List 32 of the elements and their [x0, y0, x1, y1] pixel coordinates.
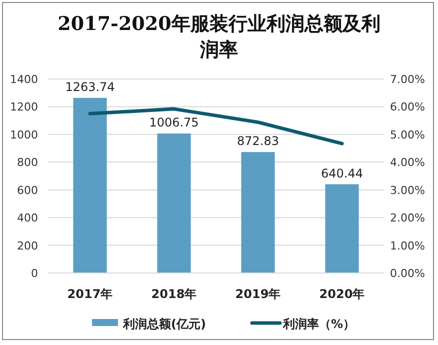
y2-tick-label: 6.00%	[390, 100, 425, 114]
data-label: 640.44	[321, 166, 363, 180]
y-tick-label: 0	[31, 267, 38, 280]
bar	[157, 133, 191, 273]
data-label: 1006.75	[149, 115, 199, 130]
legend-label: 利润总额(亿元)	[122, 317, 206, 331]
y2-tick-label: 2.00%	[390, 212, 425, 225]
y2-tick-label: 1.00%	[390, 239, 425, 252]
chart-title: 2017-2020年服装行业利润总额及利润率	[58, 13, 380, 61]
x-tick-label: 2020年	[319, 287, 365, 301]
y-tick-label: 200	[17, 239, 38, 252]
bar	[241, 152, 275, 273]
y-tick-label: 600	[17, 184, 38, 197]
data-label: 872.83	[237, 134, 279, 148]
y2-tick-label: 7.00%	[390, 73, 425, 86]
line-series	[88, 107, 344, 146]
bar	[325, 184, 359, 273]
y-tick-label: 1200	[10, 100, 38, 114]
x-tick-label: 2019年	[235, 287, 281, 301]
legend-label: 利润率（%）	[282, 317, 356, 331]
y-tick-label: 400	[17, 212, 38, 225]
y-tick-label: 1000	[10, 128, 38, 142]
bar	[73, 98, 107, 273]
y2-tick-label: 0.00%	[390, 267, 425, 280]
y-tick-label: 1400	[10, 73, 38, 86]
y-tick-label: 800	[17, 156, 38, 170]
y2-tick-label: 5.00%	[390, 128, 425, 142]
y2-tick-label: 4.00%	[390, 156, 425, 170]
data-label: 1263.74	[65, 80, 115, 94]
y2-tick-label: 3.00%	[390, 184, 425, 197]
x-tick-label: 2018年	[151, 287, 197, 301]
x-tick-label: 2017年	[67, 287, 113, 301]
